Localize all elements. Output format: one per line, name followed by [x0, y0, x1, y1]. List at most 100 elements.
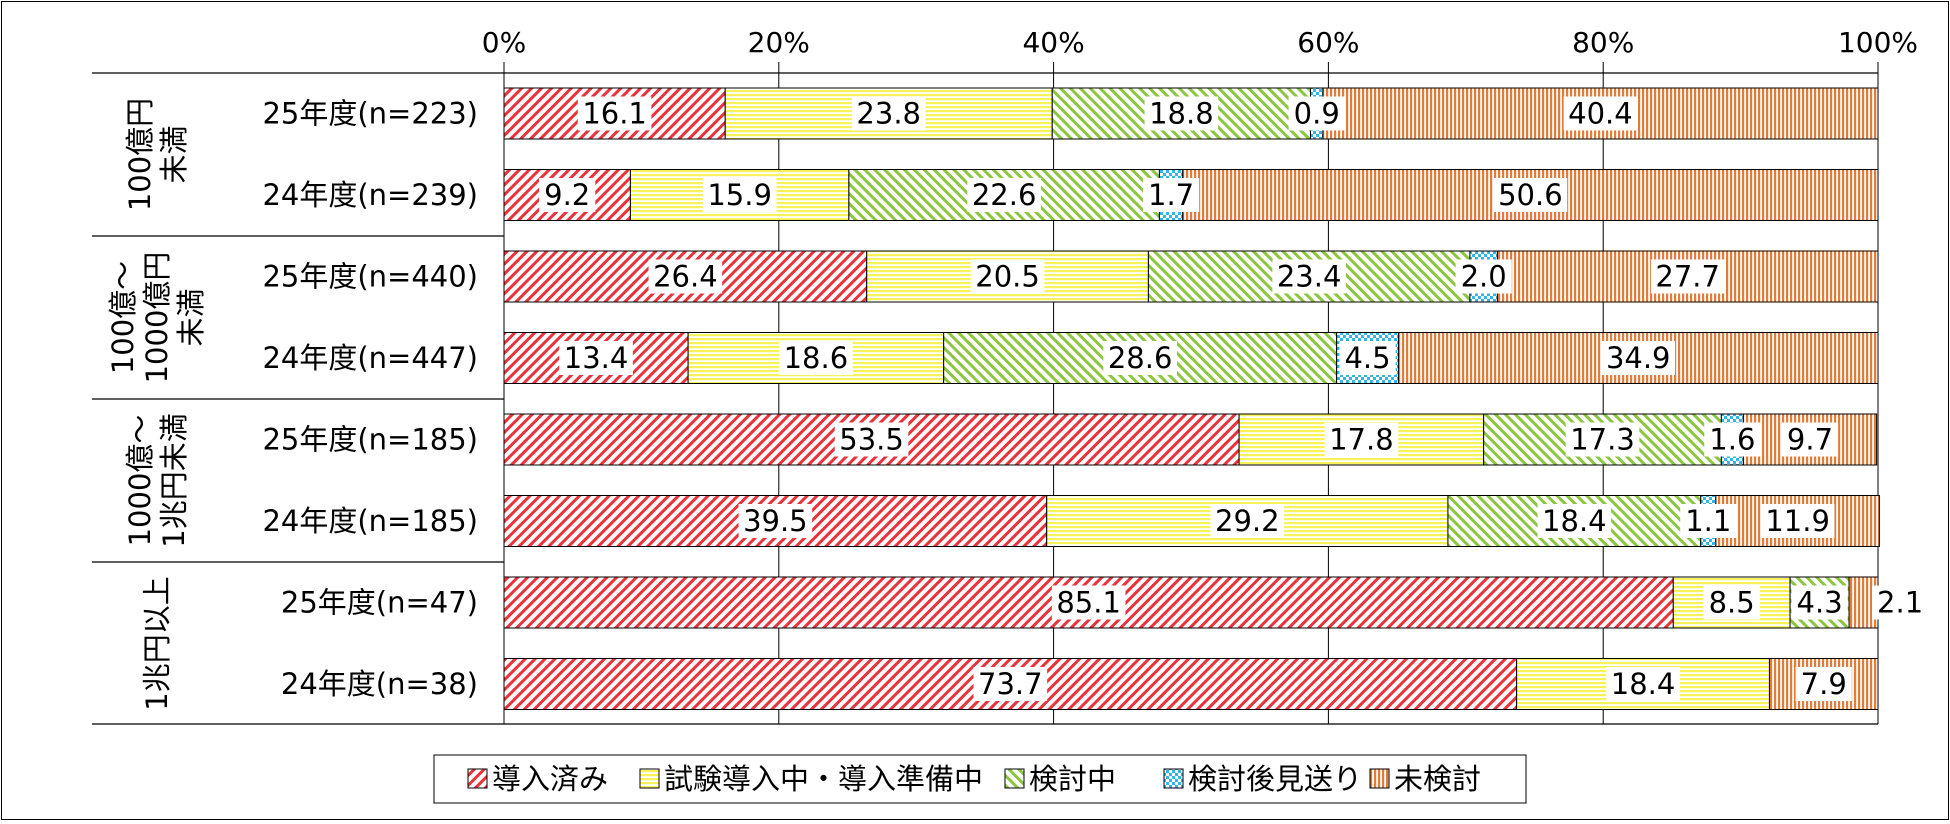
legend-label: 導入済み — [492, 762, 608, 796]
data-label: 4.3 — [1797, 586, 1843, 620]
data-label: 9.2 — [544, 178, 590, 212]
row-label: 24年度(n=38) — [281, 667, 478, 701]
data-label-bg — [1791, 585, 1848, 620]
axis-layer: 0% 20% 40% 60% 80% 100% 25年度(n=223) 24年度(n=239)… — [92, 26, 1918, 725]
data-label: 15.9 — [707, 178, 772, 212]
data-label: 26.4 — [653, 260, 718, 294]
data-label-bg — [648, 259, 723, 294]
data-label-bg — [1051, 585, 1126, 620]
legend-swatch — [467, 768, 488, 789]
legend-swatch — [1163, 768, 1184, 789]
data-label-bg — [967, 178, 1041, 212]
legend-label: 未検討 — [1394, 762, 1481, 796]
data-label-bg — [1493, 178, 1568, 212]
row-label: 24年度(n=447) — [262, 341, 478, 375]
data-label-bg — [702, 178, 777, 212]
group-label-line: 1兆円未満 — [157, 413, 191, 547]
data-label-bg — [1339, 341, 1396, 375]
data-labels-layer: 16.1 23.8 18.8 0.9 40.4 9.2 15.9 22.6 1.7 50.6 26.… — [539, 96, 1929, 701]
data-label-bg — [851, 96, 926, 131]
x-tick-label: 0% — [482, 26, 526, 59]
data-label-bg — [1563, 96, 1638, 131]
group-label: 100億円 未満 — [123, 98, 191, 211]
data-label-bg — [577, 96, 652, 131]
data-label: 18.6 — [784, 341, 849, 375]
group-label: 100億～ 1000億円 未満 — [106, 252, 208, 384]
data-label-bg — [970, 259, 1045, 294]
data-label: 1.6 — [1709, 423, 1755, 457]
data-label: 39.5 — [743, 504, 808, 538]
data-label-bg — [1703, 585, 1760, 620]
legend-label: 試験導入中・導入準備中 — [664, 762, 983, 796]
data-label: 50.6 — [1498, 178, 1563, 212]
data-label: 18.4 — [1611, 667, 1676, 701]
data-label: 20.5 — [975, 260, 1040, 294]
data-label: 1.1 — [1685, 504, 1731, 538]
data-label: 7.9 — [1801, 667, 1847, 701]
data-label-bg — [1142, 178, 1200, 212]
row-label: 25年度(n=223) — [262, 97, 478, 131]
data-label-bg — [1606, 667, 1680, 701]
data-label-bg — [1537, 504, 1612, 538]
data-label: 40.4 — [1568, 97, 1633, 131]
data-label: 23.8 — [856, 97, 921, 131]
data-label-bg — [1781, 422, 1839, 457]
data-label: 16.1 — [582, 97, 647, 131]
x-tick-label: 20% — [748, 26, 810, 59]
data-label: 73.7 — [978, 667, 1043, 701]
data-label-bg — [1272, 259, 1346, 294]
x-tick-label: 60% — [1297, 26, 1359, 59]
row-label: 24年度(n=185) — [262, 504, 478, 538]
data-label-bg — [1795, 667, 1852, 701]
data-label-bg — [1680, 504, 1737, 538]
group-label-line: 100億～ — [106, 261, 140, 374]
row-label: 25年度(n=185) — [262, 423, 478, 457]
group-label-line: 未満 — [157, 125, 191, 183]
x-tick-label: 100% — [1838, 26, 1918, 59]
data-label-bg — [834, 422, 909, 457]
row-label: 25年度(n=440) — [262, 260, 478, 294]
legend-label: 検討後見送り — [1188, 762, 1362, 796]
data-label-bg — [1704, 422, 1761, 457]
legend-swatch — [639, 768, 660, 789]
data-label-bg — [1601, 341, 1676, 375]
data-label: 0.9 — [1294, 97, 1340, 131]
data-label-bg — [1288, 96, 1345, 131]
data-label-bg — [1210, 504, 1285, 538]
data-label: 11.9 — [1765, 504, 1830, 538]
group-label-line: 100億円 — [123, 98, 157, 211]
data-label: 17.8 — [1329, 423, 1394, 457]
group-label: 1000億～ 1兆円未満 — [123, 413, 191, 547]
data-label: 18.8 — [1149, 97, 1214, 131]
group-label-line: 1000億円 — [140, 252, 174, 384]
data-label: 2.1 — [1877, 586, 1923, 620]
row-label: 24年度(n=239) — [262, 178, 478, 212]
data-label: 29.2 — [1215, 504, 1280, 538]
data-label: 13.4 — [564, 341, 629, 375]
data-label: 23.4 — [1277, 260, 1342, 294]
data-label-bg — [559, 341, 633, 375]
row-label: 25年度(n=47) — [281, 586, 478, 620]
data-label: 22.6 — [972, 178, 1037, 212]
data-label-bg — [1144, 96, 1219, 131]
data-label: 27.7 — [1655, 260, 1720, 294]
data-label: 17.3 — [1570, 423, 1635, 457]
group-label-line: 1兆円以上 — [140, 576, 174, 710]
data-label: 53.5 — [839, 423, 904, 457]
data-label-bg — [1872, 585, 1929, 620]
legend: 導入済み 試験導入中・導入準備中 検討中 検討後見送り 未検討 — [433, 754, 1527, 804]
data-label: 34.9 — [1606, 341, 1671, 375]
data-label-bg — [779, 341, 853, 375]
data-label: 28.6 — [1108, 341, 1173, 375]
legend-label: 検討中 — [1029, 762, 1116, 796]
data-label-bg — [973, 667, 1048, 701]
data-label: 9.7 — [1787, 423, 1833, 457]
data-label: 4.5 — [1344, 341, 1390, 375]
legend-box — [433, 754, 1527, 804]
data-label-bg — [1324, 422, 1399, 457]
data-label-bg — [1760, 504, 1835, 538]
data-label: 8.5 — [1709, 586, 1755, 620]
group-label-line: 1000億～ — [123, 415, 157, 547]
data-label-bg — [1455, 259, 1512, 294]
